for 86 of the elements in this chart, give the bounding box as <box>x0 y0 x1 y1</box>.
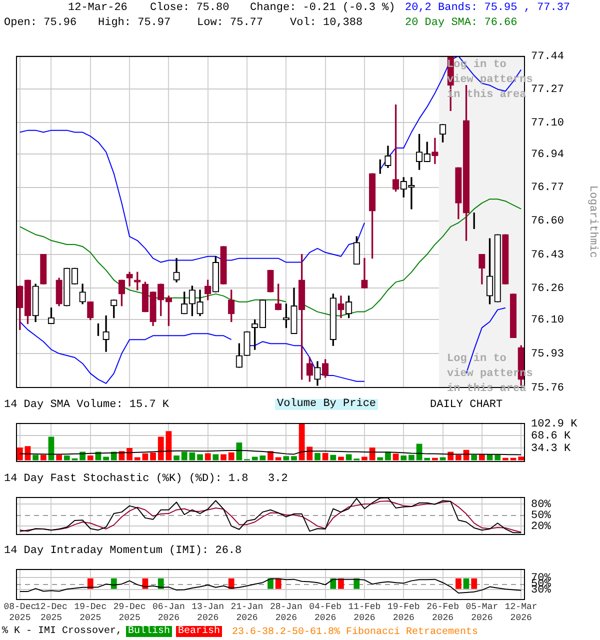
bar <box>32 454 39 460</box>
text: 20 Day SMA: 76.66 <box>405 17 518 30</box>
bar <box>56 454 62 460</box>
text: Volume By Price <box>275 398 378 410</box>
bar <box>181 452 188 460</box>
candlestick <box>102 315 110 352</box>
candlestick <box>432 138 438 164</box>
x-tick-label: 26-Feb 2026 <box>426 602 459 623</box>
bar <box>471 454 478 460</box>
y-tick-label: 77.44 <box>531 50 564 63</box>
bar <box>16 447 23 460</box>
bar <box>204 453 211 460</box>
text: Close: 75.80 <box>150 2 230 15</box>
bar <box>158 436 164 460</box>
bar <box>150 452 156 460</box>
bar <box>197 454 203 460</box>
y-tick-label: 80% <box>531 498 552 511</box>
bar <box>126 448 132 460</box>
bar <box>103 456 109 460</box>
x-tick-label: 04-Feb 2026 <box>309 602 342 623</box>
y-tick-label: 76.26 <box>531 282 564 295</box>
bar <box>166 431 172 460</box>
bar <box>456 454 462 460</box>
bar <box>400 455 407 460</box>
text: DAILY CHART <box>430 399 503 412</box>
x-tick-label: 21-Jan 2026 <box>230 602 264 623</box>
bar <box>220 454 226 460</box>
y-tick-label: 77.27 <box>531 84 564 96</box>
bar <box>174 455 180 460</box>
text: Bullish <box>126 626 172 637</box>
x-tick-label: 28-Jan 2026 <box>270 602 302 623</box>
x-tick-label: 13-Jan 2026 <box>192 602 224 623</box>
chart-title: 14 Day Intraday Momentum (IMI): 26.8 <box>4 545 242 557</box>
bar <box>330 454 336 460</box>
y-tick-label: 75.93 <box>531 348 564 360</box>
text: 20,2 Bands: 75.95 , 77.37 <box>405 2 570 15</box>
y-axis-title: Logarithmic <box>586 185 598 258</box>
bar <box>314 452 320 460</box>
y-tick-label: 76.94 <box>531 148 564 161</box>
bar <box>362 456 368 460</box>
text: Vol: 10,388 <box>290 17 363 30</box>
bar <box>236 442 242 460</box>
x-tick-label: 05-Mar 2026 <box>466 602 498 623</box>
text: High: 75.97 <box>98 17 171 30</box>
chart-title: 14 Day Fast Stochastic (%K) (%D): 1.8 3.2 <box>4 473 288 485</box>
y-tick-label: 50% <box>531 510 552 522</box>
y-tick-label: 20% <box>531 520 552 533</box>
bar <box>87 455 94 460</box>
bar <box>212 454 219 460</box>
bar <box>228 452 234 460</box>
bar <box>291 456 297 460</box>
y-tick-label: 34.3 K <box>531 442 572 455</box>
bar <box>494 454 501 460</box>
y-tick-label: 77.10 <box>531 117 564 130</box>
text: Change: -0.21 (-0.3 %) <box>250 2 396 15</box>
x-tick-label: 12-Dec 2025 <box>35 602 68 623</box>
text: Bearish <box>176 626 222 637</box>
y-tick-label: 30% <box>531 584 552 596</box>
bar <box>346 454 352 460</box>
bar <box>64 455 70 460</box>
bar <box>338 456 344 460</box>
x-tick-label: 29-Dec 2025 <box>113 602 146 623</box>
y-tick-label: 75.76 <box>531 382 564 394</box>
bar <box>322 452 328 460</box>
y-tick-label: 76.43 <box>531 249 564 262</box>
x-tick-label: 12-Mar 2026 <box>504 602 538 623</box>
text: 12-Mar-26 <box>68 2 128 15</box>
bar <box>408 454 414 460</box>
y-tick-label: 102.9 K <box>531 418 578 430</box>
chart-title: 14 Day SMA Volume: 15.7 K <box>4 399 170 411</box>
x-tick-label: 19-Feb 2026 <box>387 602 420 623</box>
bar <box>518 456 524 460</box>
x-tick-label: 08-Dec 2025 <box>4 602 36 623</box>
bar <box>283 456 290 460</box>
x-tick-label: 11-Feb 2026 <box>348 602 381 623</box>
text: Low: 75.77 <box>197 17 264 30</box>
bar <box>40 454 46 460</box>
x-tick-label: 19-Dec 2025 <box>74 602 107 623</box>
y-tick-label: 76.60 <box>531 216 564 228</box>
x-tick-label: 06-Jan 2026 <box>152 602 185 623</box>
text: Open: 75.96 <box>4 17 77 30</box>
text: 23.6-38.2-50-61.8% Fibonacci Retracements <box>232 627 478 639</box>
legend-title: % K - IMI Crossover, <box>2 626 122 637</box>
y-tick-label: 76.10 <box>531 314 564 327</box>
y-tick-label: 68.6 K <box>531 430 572 443</box>
y-tick-label: 76.77 <box>531 182 564 194</box>
